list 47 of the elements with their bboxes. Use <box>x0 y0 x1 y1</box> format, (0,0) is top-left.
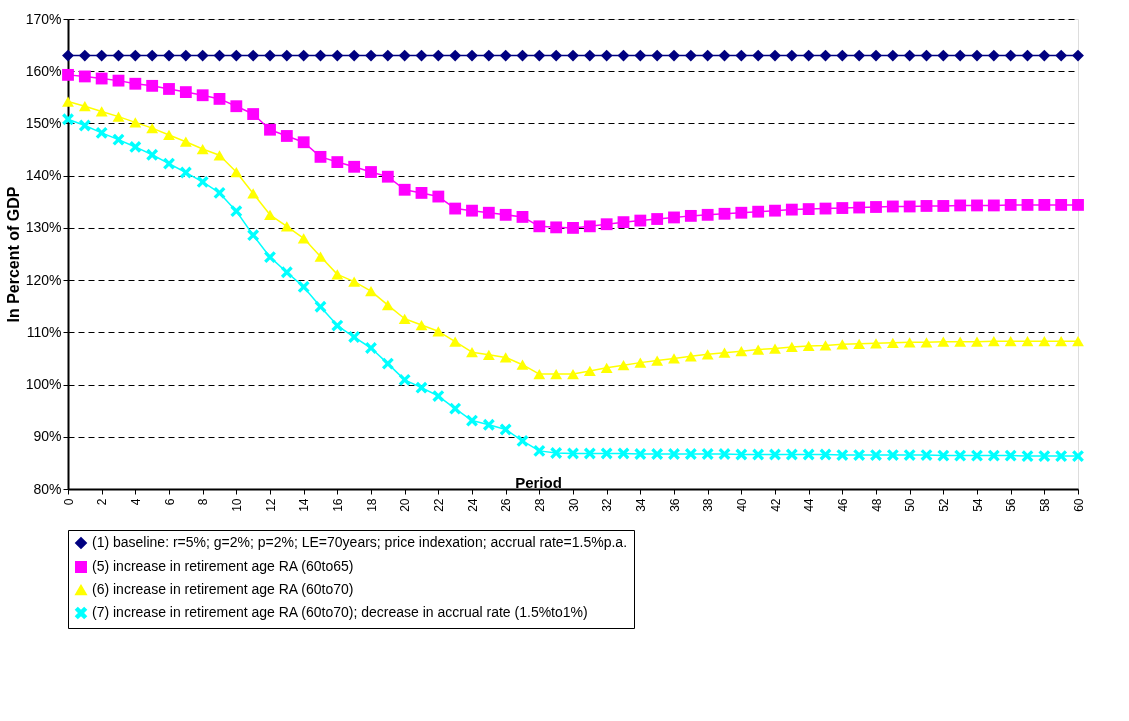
legend-label: (5) increase in retirement age RA (60to65) <box>92 558 354 574</box>
x-tick-label: 34 <box>633 498 648 512</box>
legend-label: (7) increase in retirement age RA (60to70); decrease in accrual rate (1.5%to1%) <box>92 604 588 620</box>
x-tick-label: 20 <box>398 498 413 512</box>
x-tick-label: 32 <box>600 498 615 512</box>
x-tick-label: 10 <box>229 498 244 512</box>
x-tick-label: 22 <box>431 498 446 512</box>
y-tick-label: 110% <box>26 323 62 340</box>
y-tick-label: 150% <box>25 114 62 131</box>
x-tick-label: 6 <box>162 498 177 506</box>
y-tick-label: 140% <box>25 167 62 184</box>
x-tick-label: 2 <box>95 498 110 506</box>
x-tick-label: 16 <box>330 498 345 512</box>
y-axis-title: In Percent of GDP <box>4 186 22 323</box>
x-tick-label: 38 <box>701 498 716 512</box>
y-tick-label: 170% <box>25 10 62 27</box>
x-tick-label: 30 <box>566 498 581 512</box>
y-tick-label: 130% <box>25 219 62 236</box>
y-tick-label: 80% <box>33 480 62 497</box>
legend-label: (6) increase in retirement age RA (60to70) <box>92 581 354 597</box>
x-tick-label: 18 <box>364 498 379 512</box>
x-tick-label: 0 <box>61 498 76 506</box>
y-tick-label: 160% <box>25 62 62 79</box>
x-tick-label: 42 <box>768 498 783 512</box>
y-tick-label: 120% <box>25 271 62 288</box>
x-tick-label: 28 <box>532 498 547 512</box>
legend-label: (1) baseline: r=5%; g=2%; p=2%; LE=70years; price indexation; accrual rate=1.5%p.a. <box>92 534 628 550</box>
x-tick-label: 14 <box>297 498 312 512</box>
x-tick-label: 54 <box>970 498 985 512</box>
y-tick-label: 100% <box>25 376 62 393</box>
x-tick-label: 36 <box>667 498 682 512</box>
x-axis-title: Period <box>515 473 562 491</box>
y-tick-label: 90% <box>33 428 62 445</box>
x-tick-label: 58 <box>1037 498 1052 512</box>
x-tick-label: 40 <box>734 498 749 512</box>
x-tick-label: 24 <box>465 498 480 512</box>
x-tick-label: 46 <box>835 498 850 512</box>
x-tick-label: 52 <box>936 498 951 512</box>
x-tick-label: 44 <box>802 498 817 512</box>
x-tick-label: 56 <box>1004 498 1019 512</box>
x-tick-label: 4 <box>128 498 143 506</box>
x-tick-label: 26 <box>499 498 514 512</box>
x-tick-label: 60 <box>1071 498 1086 512</box>
x-tick-label: 48 <box>869 498 884 512</box>
x-tick-label: 50 <box>903 498 918 512</box>
x-tick-label: 8 <box>196 498 211 506</box>
x-tick-label: 12 <box>263 498 278 512</box>
